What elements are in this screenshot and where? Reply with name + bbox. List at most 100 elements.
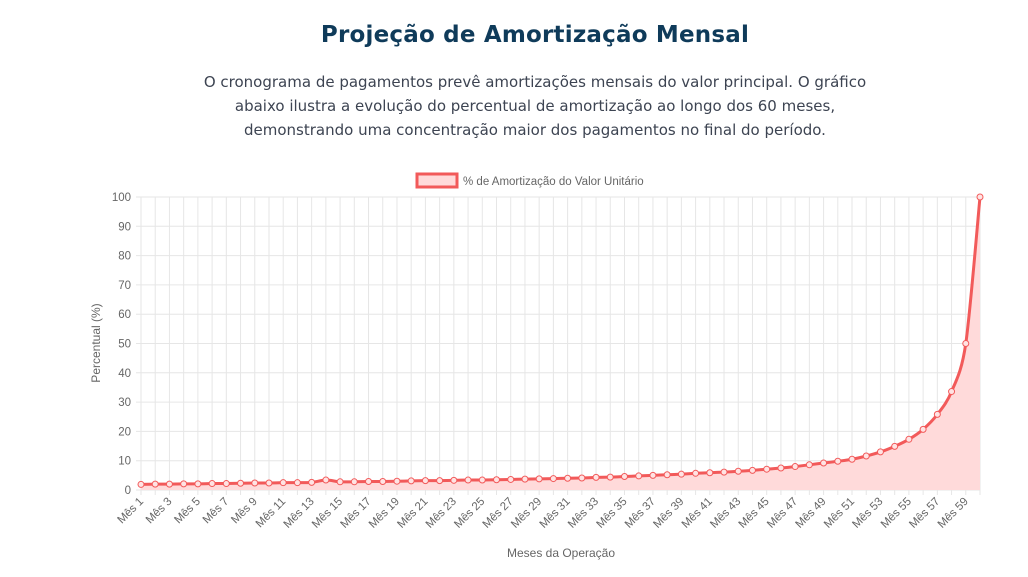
data-point[interactable] [649, 471, 657, 479]
data-point[interactable] [791, 463, 799, 471]
data-point[interactable] [948, 388, 956, 396]
description-line: abaixo ilustra a evolução do percentual … [234, 97, 836, 115]
data-point[interactable] [137, 480, 145, 488]
series-line [139, 195, 982, 486]
data-point[interactable] [379, 478, 387, 486]
data-point[interactable] [635, 472, 643, 480]
x-tick-label: Mês 39 [651, 496, 686, 531]
data-point[interactable] [592, 473, 600, 481]
data-point[interactable] [564, 474, 572, 482]
y-tick-label: 20 [118, 426, 131, 438]
data-point[interactable] [222, 480, 230, 488]
data-point[interactable] [478, 476, 486, 484]
data-point[interactable] [151, 480, 159, 488]
x-tick-label: Mês 15 [310, 496, 345, 531]
x-tick-label: Mês 55 [879, 496, 914, 531]
x-tick-label: Mês 23 [424, 496, 459, 531]
x-tick-label: Mês 41 [680, 496, 715, 531]
description-line: demonstrando uma concentração maior dos … [244, 121, 826, 139]
data-point[interactable] [336, 478, 344, 486]
x-tick-label: Mês 13 [282, 496, 317, 531]
y-axis-ticks: 0 10 20 30 40 50 60 70 80 90 100 [112, 192, 131, 497]
series-fill-layer [141, 197, 980, 490]
data-point[interactable] [521, 475, 529, 483]
data-point[interactable] [549, 475, 557, 483]
data-point[interactable] [777, 464, 785, 472]
data-point[interactable] [279, 479, 287, 487]
x-tick-label: Mês 25 [452, 496, 487, 531]
data-point[interactable] [393, 477, 401, 485]
data-point[interactable] [535, 475, 543, 483]
page-title: Projeção de Amortização Mensal [320, 22, 750, 48]
data-point[interactable] [805, 461, 813, 469]
data-point[interactable] [919, 425, 927, 433]
data-point[interactable] [763, 465, 771, 473]
y-tick-label: 10 [118, 456, 131, 468]
data-point[interactable] [876, 448, 884, 456]
data-point[interactable] [507, 475, 515, 483]
data-point[interactable] [450, 476, 458, 484]
data-point[interactable] [265, 479, 273, 487]
y-tick-label: 30 [118, 397, 131, 409]
data-point[interactable] [848, 455, 856, 463]
data-point[interactable] [350, 478, 358, 486]
y-tick-label: 90 [118, 221, 131, 233]
data-point[interactable] [620, 473, 628, 481]
data-point[interactable] [237, 479, 245, 487]
x-tick-label: Mês 5 [172, 496, 203, 527]
page-description: O cronograma de pagamentos prevê amortiz… [180, 70, 890, 142]
y-axis-title: Percentual (%) [89, 303, 103, 382]
data-point[interactable] [905, 435, 913, 443]
data-point[interactable] [820, 459, 828, 467]
y-tick-label: 40 [118, 368, 131, 380]
data-point[interactable] [365, 478, 373, 486]
y-tick-label: 80 [118, 251, 131, 263]
series-line-layer [139, 195, 982, 486]
data-point[interactable] [692, 469, 700, 477]
data-point[interactable] [293, 479, 301, 487]
data-point[interactable] [436, 477, 444, 485]
data-point[interactable] [180, 480, 188, 488]
data-point[interactable] [834, 457, 842, 465]
data-point[interactable] [194, 480, 202, 488]
x-tick-label: Mês 19 [367, 496, 402, 531]
data-point[interactable] [407, 477, 415, 485]
data-point[interactable] [891, 442, 899, 450]
data-point[interactable] [322, 476, 330, 484]
data-point[interactable] [933, 410, 941, 418]
data-point[interactable] [962, 340, 970, 347]
data-point[interactable] [677, 470, 685, 478]
data-point[interactable] [720, 468, 728, 476]
description-line: O cronograma de pagamentos prevê amortiz… [203, 73, 867, 91]
x-tick-label: Mês 59 [936, 496, 971, 531]
x-tick-label: Mês 57 [907, 496, 942, 531]
x-tick-label: Mês 45 [737, 496, 772, 531]
x-tick-label: Mês 1 [115, 496, 146, 527]
legend-swatch[interactable] [415, 172, 459, 189]
x-tick-label: Mês 27 [481, 496, 516, 531]
y-tick-label: 100 [112, 192, 131, 204]
data-point[interactable] [165, 480, 173, 488]
chart-legend[interactable]: % de Amortização do Valor Unitário [415, 172, 644, 189]
legend-label[interactable]: % de Amortização do Valor Unitário [463, 176, 644, 188]
data-point[interactable] [734, 467, 742, 475]
data-point[interactable] [421, 477, 429, 485]
data-point[interactable] [493, 476, 501, 484]
data-point[interactable] [578, 474, 586, 482]
x-tick-label: Mês 35 [594, 496, 629, 531]
data-point[interactable] [308, 478, 316, 486]
data-point[interactable] [862, 452, 870, 460]
data-point[interactable] [606, 473, 614, 481]
data-point[interactable] [251, 479, 259, 487]
data-point[interactable] [464, 476, 472, 484]
data-point[interactable] [663, 471, 671, 479]
data-point[interactable] [748, 466, 756, 474]
y-tick-label: 60 [118, 309, 131, 321]
x-tick-label: Mês 7 [201, 496, 232, 527]
data-point[interactable] [706, 469, 714, 477]
x-axis-title: Meses da Operação [507, 546, 615, 560]
data-point[interactable] [208, 480, 216, 488]
x-tick-label: Mês 43 [708, 496, 743, 531]
data-point[interactable] [976, 193, 984, 201]
